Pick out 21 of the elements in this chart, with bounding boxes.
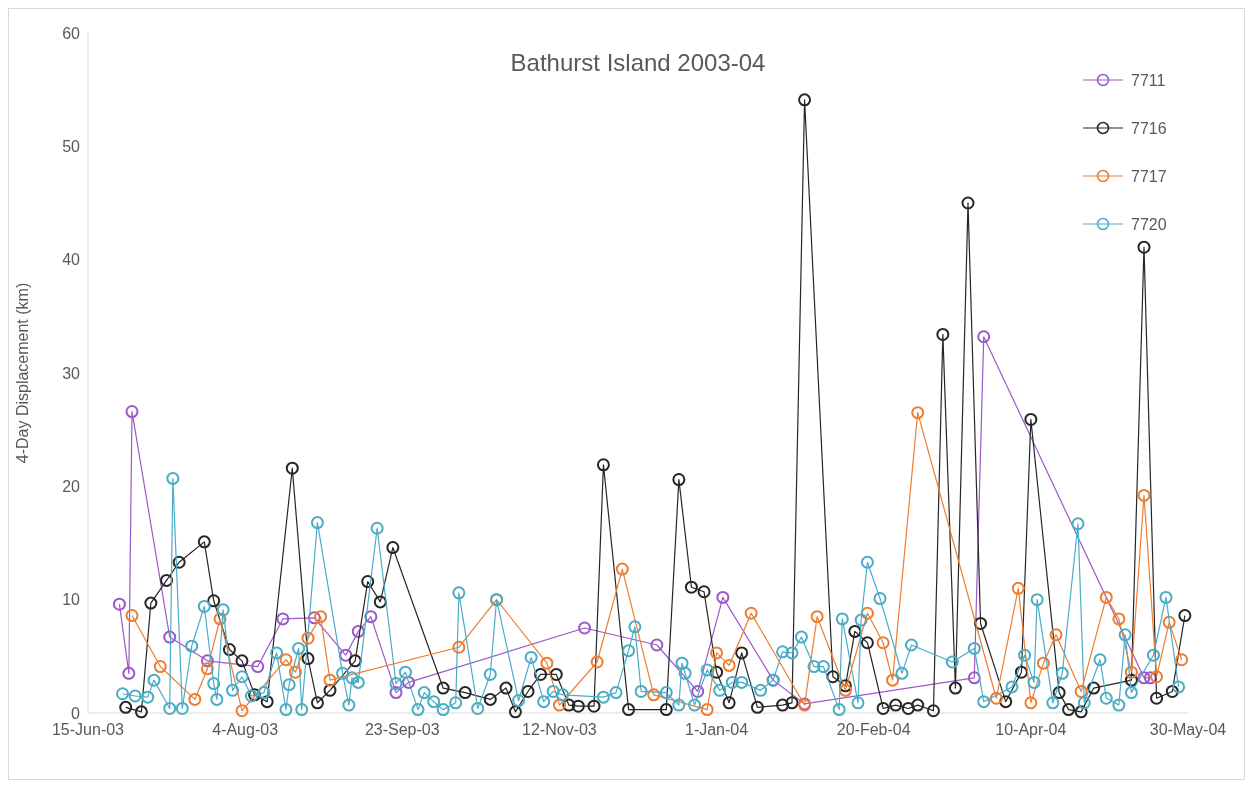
legend-label: 7716 — [1131, 119, 1167, 137]
x-tick-label: 23-Sep-03 — [364, 721, 440, 738]
y-tick-label: 0 — [71, 704, 81, 722]
y-tick-label: 30 — [62, 364, 81, 382]
x-tick-label: 1-Jan-04 — [684, 721, 749, 738]
y-tick-label: 60 — [62, 24, 81, 42]
x-tick-label: 15-Jun-03 — [51, 721, 125, 738]
y-tick-label: 50 — [62, 137, 81, 155]
legend-label: 7717 — [1131, 167, 1167, 185]
y-tick-label: 40 — [62, 251, 81, 269]
legend-label: 7711 — [1131, 71, 1166, 89]
y-tick-label: 20 — [62, 477, 81, 495]
x-tick-label: 12-Nov-03 — [522, 721, 597, 738]
text: Bathurst Island 2003-04 — [510, 49, 766, 76]
legend-label: 7720 — [1131, 215, 1167, 233]
x-tick-label: 20-Feb-04 — [836, 721, 911, 738]
x-tick-label: 10-Apr-04 — [995, 721, 1067, 738]
y-axis-title: 4-Day Displacement (km) — [14, 282, 31, 464]
x-tick-label: 4-Aug-03 — [212, 721, 279, 738]
y-tick-label: 10 — [62, 591, 81, 609]
x-tick-label: 30-May-04 — [1149, 721, 1227, 738]
